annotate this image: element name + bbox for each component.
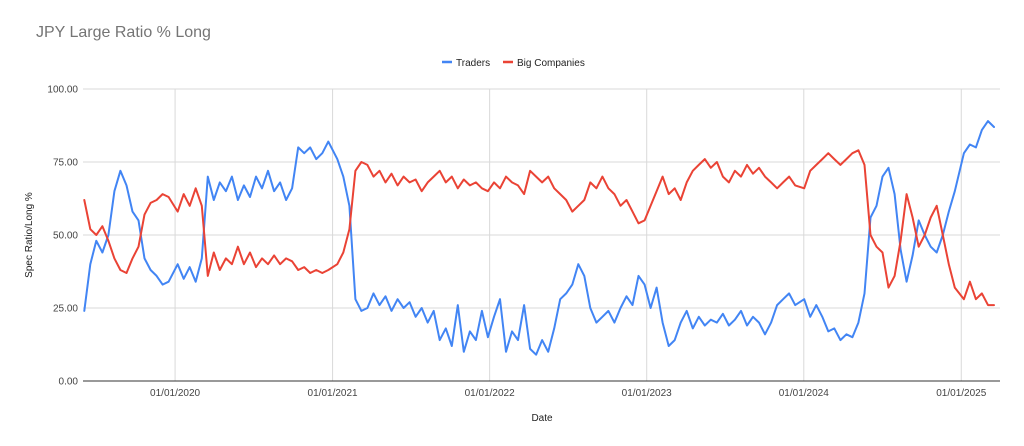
y-tick-label: 50.00 [53,231,78,242]
x-tick-label: 01/01/2022 [465,388,515,399]
grid-lines [83,88,1000,381]
y-axis-title: Spec Ratio/Long % [24,192,35,278]
legend-label-big-companies: Big Companies [517,58,585,69]
y-axis-ticks: 0.00 25.00 50.00 75.00 100.00 [47,85,78,388]
legend-label-traders: Traders [456,58,490,69]
x-tick-label: 01/01/2020 [150,388,200,399]
chart-title: JPY Large Ratio % Long [36,24,211,41]
x-axis-title: Date [531,413,553,424]
x-tick-label: 01/01/2021 [308,388,358,399]
y-tick-label: 0.00 [59,377,79,388]
x-tick-label: 01/01/2024 [779,388,829,399]
series-line-traders [83,120,995,356]
x-tick-label: 01/01/2025 [936,388,986,399]
x-tick-label: 01/01/2023 [622,388,672,399]
series-lines [83,120,995,356]
y-tick-label: 100.00 [47,85,78,96]
series-line-big-companies [83,149,995,307]
x-axis-ticks: 01/01/2020 01/01/2021 01/01/2022 01/01/2023… [150,388,987,399]
y-tick-label: 25.00 [53,304,78,315]
y-tick-label: 75.00 [53,158,78,169]
legend: Traders Big Companies [442,58,585,69]
